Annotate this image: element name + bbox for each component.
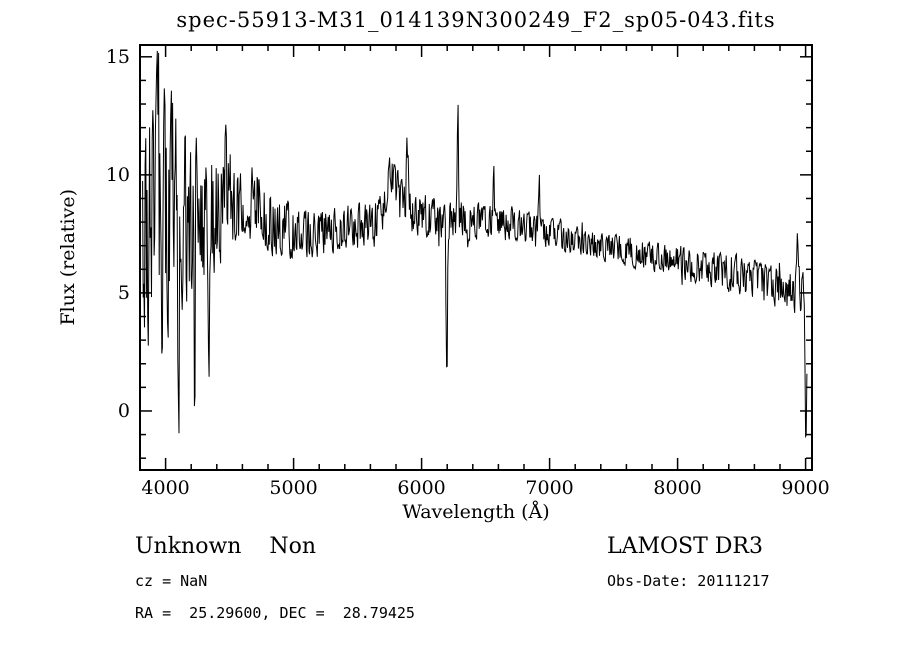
obs-date-value: Obs-Date: 20111217 [607, 572, 770, 590]
survey-label: LAMOST DR3 [607, 534, 763, 559]
x-tick-label: 4000 [141, 477, 189, 499]
y-tick-label: 5 [118, 282, 130, 304]
tick-labels: 4000 5000 6000 7000 8000 9000 0 5 10 15 [106, 46, 830, 499]
x-tick-label: 5000 [269, 477, 317, 499]
y-tick-label: 15 [106, 46, 130, 68]
y-tick-label: 0 [118, 400, 130, 422]
axis-ticks [139, 45, 812, 470]
x-tick-label: 9000 [781, 477, 829, 499]
ra-dec-value: RA = 25.29600, DEC = 28.79425 [135, 604, 415, 622]
spectrum-line [142, 50, 808, 439]
x-axis-label: Wavelength (Å) [402, 501, 550, 523]
y-axis-label: Flux (relative) [57, 189, 79, 326]
plot-frame [139, 44, 813, 471]
cz-value: cz = NaN [135, 572, 208, 590]
x-tick-label: 6000 [397, 477, 445, 499]
x-tick-label: 7000 [525, 477, 573, 499]
x-tick-label: 8000 [653, 477, 701, 499]
y-tick-label: 10 [106, 164, 130, 186]
classification-label: Unknown Non [135, 534, 317, 559]
page-title: spec-55913-M31_014139N300249_F2_sp05-043… [176, 8, 776, 32]
